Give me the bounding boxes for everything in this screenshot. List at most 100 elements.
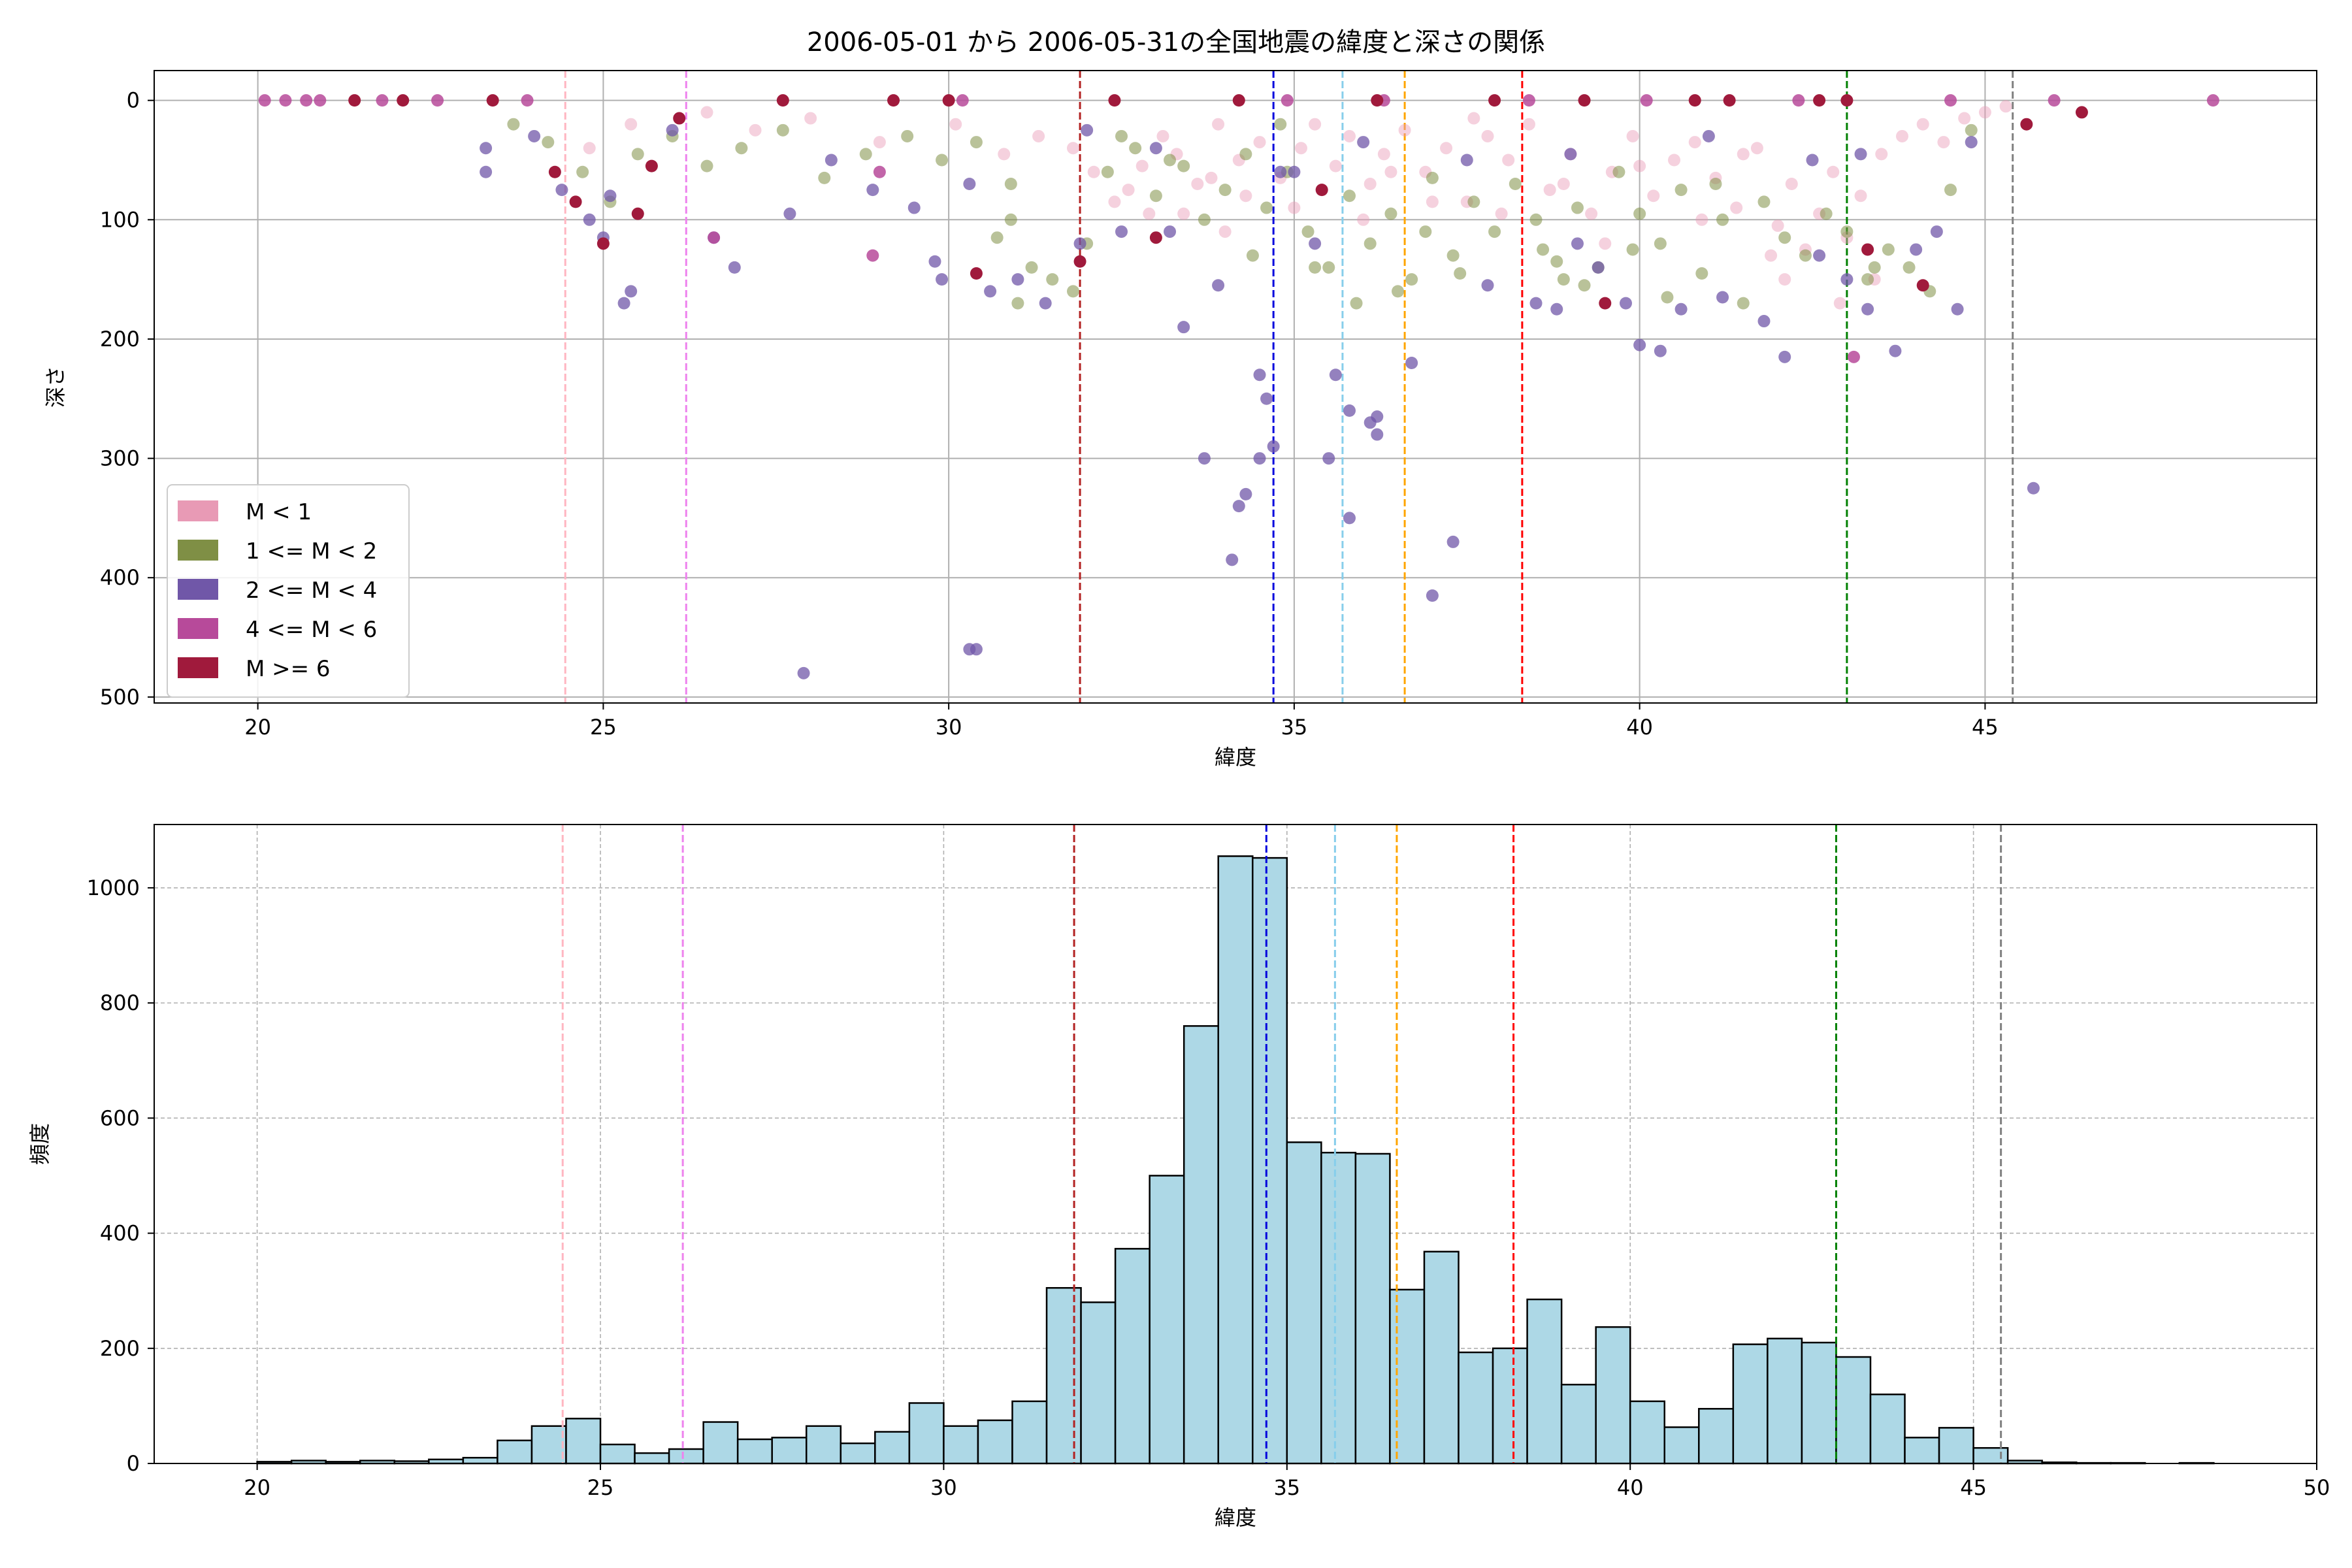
- histogram-y-tick-label: 1000: [87, 875, 140, 900]
- scatter-point: [1619, 297, 1632, 310]
- scatter-point: [1737, 148, 1750, 161]
- scatter-point: [1585, 207, 1598, 220]
- scatter-point: [804, 112, 817, 125]
- scatter-point: [928, 255, 941, 268]
- scatter-point: [2027, 482, 2040, 495]
- scatter-grid: [154, 71, 2317, 703]
- histogram-bar: [668, 1448, 704, 1465]
- scatter-point: [1149, 231, 1162, 244]
- scatter-point: [1343, 512, 1356, 525]
- scatter-point: [1212, 279, 1225, 292]
- scatter-point: [818, 171, 831, 184]
- scatter-point: [1129, 142, 1142, 155]
- scatter-point: [1143, 207, 1156, 220]
- histogram-bar: [1286, 1141, 1322, 1465]
- scatter-point: [631, 148, 644, 161]
- scatter-point: [1633, 338, 1646, 351]
- histogram-bar: [1869, 1394, 1906, 1465]
- histogram-bar: [1458, 1351, 1494, 1465]
- scatter-point: [887, 94, 900, 107]
- scatter-point: [1329, 159, 1342, 172]
- histogram-reference-lines: [561, 825, 2002, 1463]
- scatter-point: [1529, 213, 1543, 226]
- scatter-point: [1294, 142, 1307, 155]
- scatter-point: [1066, 285, 1079, 298]
- scatter-point: [970, 643, 983, 656]
- scatter-point: [1081, 123, 1094, 137]
- scatter-point: [1716, 213, 1729, 226]
- scatter-point: [1633, 159, 1646, 172]
- scatter-point: [1550, 302, 1563, 316]
- scatter-point: [1364, 178, 1377, 191]
- scatter-point: [583, 142, 596, 155]
- scatter-point: [1004, 178, 1017, 191]
- scatter-point: [1654, 344, 1667, 357]
- scatter-point: [1626, 243, 1639, 256]
- legend-label: 1 <= M < 2: [246, 538, 377, 564]
- scatter-point: [1730, 201, 1743, 214]
- scatter-y-tick-label: 400: [100, 565, 140, 590]
- scatter-point: [1529, 297, 1543, 310]
- legend-swatch: [178, 657, 218, 678]
- scatter-point: [901, 129, 914, 142]
- scatter-point: [1371, 428, 1384, 441]
- scatter-point: [1765, 249, 1778, 262]
- histogram-bar: [1698, 1408, 1735, 1465]
- scatter-series: [583, 100, 2012, 310]
- scatter-y-tick-label: 200: [100, 327, 140, 351]
- scatter-point: [1322, 452, 1335, 465]
- scatter-point: [990, 231, 1004, 244]
- scatter-point: [673, 112, 686, 125]
- scatter-point: [1315, 184, 1328, 197]
- scatter-point: [1785, 178, 1798, 191]
- histogram-bar: [977, 1419, 1013, 1465]
- scatter-point: [1066, 142, 1079, 155]
- histogram-x-tick-label: 30: [930, 1475, 957, 1500]
- scatter-point: [1288, 201, 1301, 214]
- scatter-point: [1965, 123, 1978, 137]
- scatter-point: [1253, 136, 1266, 149]
- scatter-point: [1198, 452, 1211, 465]
- histogram-bar: [943, 1425, 979, 1465]
- scatter-point: [1522, 94, 1535, 107]
- scatter-point: [1288, 165, 1301, 178]
- histogram-x-tick-label: 35: [1273, 1475, 1300, 1500]
- histogram-bar: [840, 1442, 876, 1465]
- scatter-point: [1446, 249, 1460, 262]
- legend-frame: [167, 484, 410, 698]
- chart-title: 2006-05-01 から 2006-05-31の全国地震の緯度と深さの関係: [807, 27, 1545, 57]
- scatter-point: [1978, 106, 1991, 119]
- scatter-point: [1861, 273, 1874, 286]
- scatter-point: [480, 142, 493, 155]
- scatter-point: [1046, 273, 1059, 286]
- scatter-point: [1371, 94, 1384, 107]
- scatter-point: [1108, 94, 1121, 107]
- histogram-x-tick-label: 40: [1617, 1475, 1644, 1500]
- scatter-point: [776, 123, 789, 137]
- scatter-point: [1364, 237, 1377, 250]
- scatter-point: [507, 118, 520, 131]
- scatter-point: [1011, 297, 1024, 310]
- scatter-y-tick-label: 100: [100, 207, 140, 232]
- scatter-series: [507, 118, 1978, 310]
- scatter-point: [1868, 261, 1881, 274]
- scatter-point: [1467, 195, 1480, 208]
- scatter-point: [956, 94, 969, 107]
- scatter-y-tick-label: 500: [100, 685, 140, 710]
- histogram-bar: [1320, 1151, 1357, 1465]
- scatter-point: [1426, 589, 1439, 602]
- scatter-point: [1910, 243, 1923, 256]
- scatter-point: [1232, 94, 1245, 107]
- scatter-point: [1205, 171, 1218, 184]
- scatter-point: [1239, 189, 1252, 203]
- scatter-point: [859, 148, 872, 161]
- scatter-point: [1695, 213, 1708, 226]
- histogram-bar: [1835, 1356, 1872, 1465]
- histogram-plot: 20 25 30 35 40 45 50 0 200 400 600 800 1000 緯度 頻度: [27, 824, 2330, 1530]
- scatter-point: [1813, 94, 1826, 107]
- scatter-point: [1944, 184, 1957, 197]
- histogram-y-axis-label: 頻度: [27, 1123, 52, 1165]
- scatter-point: [1108, 195, 1121, 208]
- scatter-point: [1958, 112, 1971, 125]
- histogram-bar: [599, 1443, 636, 1465]
